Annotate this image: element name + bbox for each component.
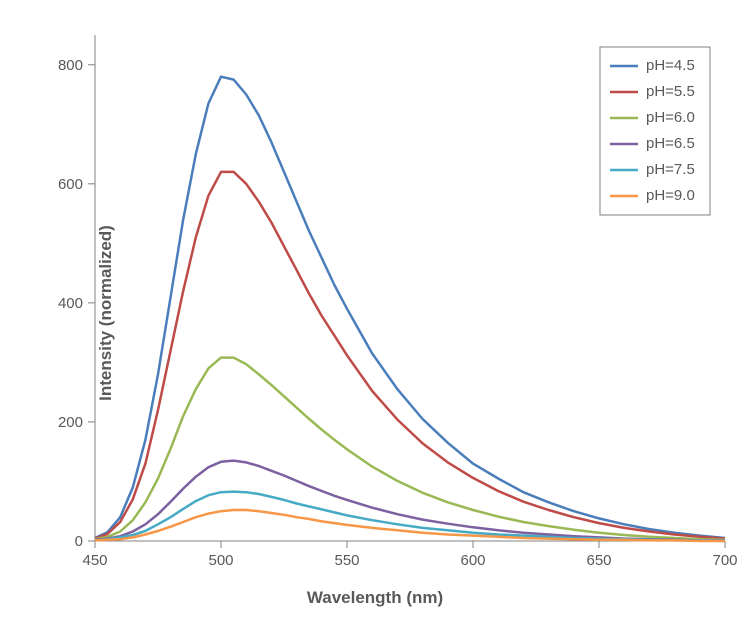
legend-label: pH=9.0: [646, 187, 695, 204]
x-tick-label: 450: [82, 552, 107, 569]
series-ph-4-5: [95, 77, 725, 538]
y-tick-label: 400: [58, 295, 83, 312]
legend-label: pH=6.0: [646, 109, 695, 126]
y-tick-label: 600: [58, 176, 83, 193]
y-tick-label: 800: [58, 57, 83, 74]
spectra-chart: Intensity (normalized) Wavelength (nm) 4…: [0, 0, 750, 626]
x-tick-label: 650: [586, 552, 611, 569]
x-tick-label: 600: [460, 552, 485, 569]
x-tick-label: 550: [334, 552, 359, 569]
series-ph-6-0: [95, 358, 725, 540]
x-tick-label: 500: [208, 552, 233, 569]
x-tick-label: 700: [712, 552, 737, 569]
legend-label: pH=4.5: [646, 57, 695, 74]
y-tick-label: 0: [75, 533, 83, 550]
legend-label: pH=7.5: [646, 161, 695, 178]
chart-svg: 450 500 550 600 650 700 0 200 400 600 800 pH=4.5 pH=…: [0, 0, 750, 626]
y-tick-label: 200: [58, 414, 83, 431]
legend-label: pH=5.5: [646, 83, 695, 100]
legend-label: pH=6.5: [646, 135, 695, 152]
